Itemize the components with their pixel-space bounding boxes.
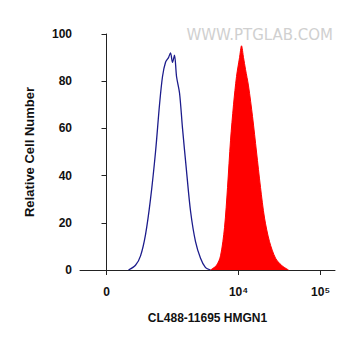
svg-text:CL488-11695 HMGN1: CL488-11695 HMGN1 [148,311,268,325]
svg-text:0: 0 [103,285,110,299]
svg-text:100: 100 [52,27,72,41]
svg-text:80: 80 [59,74,73,88]
svg-text:WWW.PTGLAB.COM: WWW.PTGLAB.COM [186,26,333,44]
svg-text:10⁵: 10⁵ [311,285,330,299]
svg-text:0: 0 [65,263,72,277]
svg-text:20: 20 [59,216,73,230]
svg-text:10⁴: 10⁴ [229,285,248,299]
svg-text:40: 40 [59,169,73,183]
svg-text:60: 60 [59,121,73,135]
svg-text:Relative Cell Number: Relative Cell Number [22,87,37,217]
